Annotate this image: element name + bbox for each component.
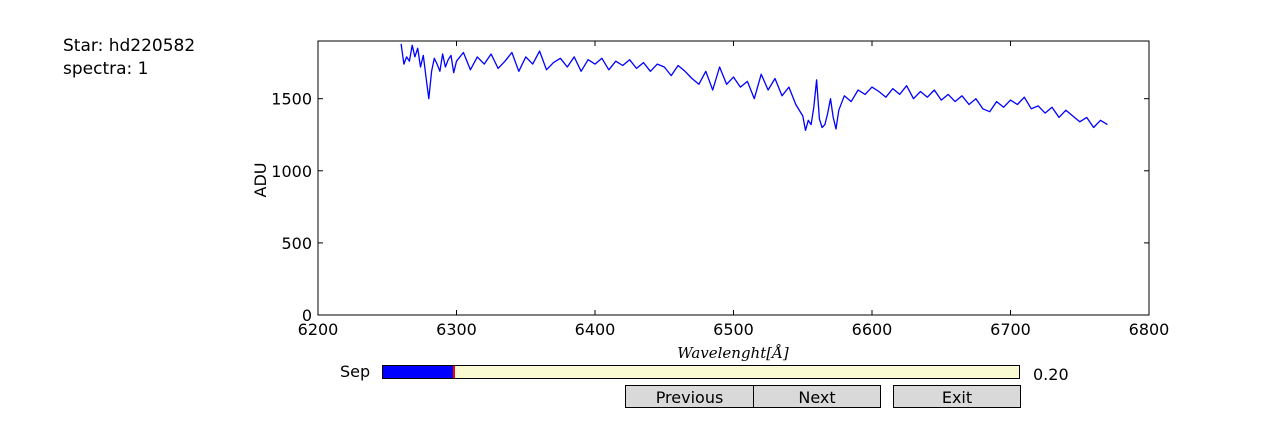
y-tick-label: 1000	[271, 162, 312, 181]
y-tick-label: 0	[302, 306, 312, 325]
x-tick-label: 6400	[575, 320, 616, 339]
x-tick-label: 6700	[990, 320, 1031, 339]
sep-slider-fill	[383, 366, 454, 378]
x-tick-label: 6500	[713, 320, 754, 339]
y-axis-label: ADU	[251, 163, 270, 198]
x-tick-label: 6200	[298, 320, 339, 339]
sep-slider-handle[interactable]	[452, 366, 455, 378]
next-button[interactable]: Next	[753, 385, 881, 408]
x-tick-label: 6600	[852, 320, 893, 339]
x-axis-label: Wavelenght[Å]	[677, 344, 789, 362]
x-tick-label: 6800	[1129, 320, 1170, 339]
y-tick-label: 500	[281, 234, 312, 253]
star-name-label: Star: hd220582	[63, 36, 196, 56]
y-tick-label: 1500	[271, 90, 312, 109]
sep-slider-value: 0.20	[1033, 365, 1069, 384]
spectra-index-label: spectra: 1	[63, 59, 149, 79]
previous-button[interactable]: Previous	[625, 385, 754, 408]
sep-slider[interactable]	[382, 365, 1020, 379]
x-tick-label: 6300	[436, 320, 477, 339]
series-line-spectrum	[400, 43, 1108, 132]
sep-slider-label: Sep	[340, 362, 371, 381]
plot-frame	[317, 40, 1150, 316]
exit-button[interactable]: Exit	[893, 385, 1021, 408]
